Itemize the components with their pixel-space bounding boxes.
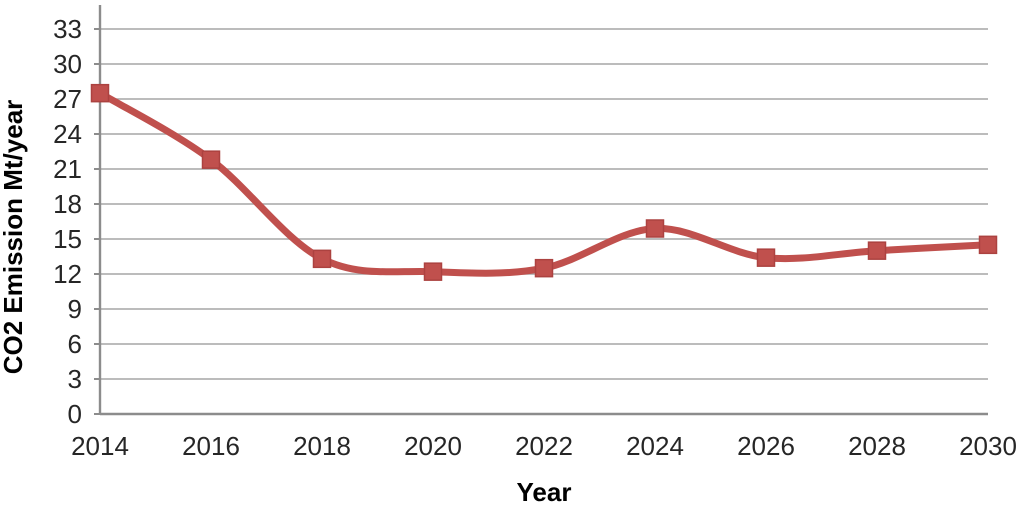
y-tick-label: 3 <box>68 364 82 394</box>
gridlines-group <box>100 28 988 380</box>
y-tick-label: 18 <box>53 189 82 219</box>
data-point-marker <box>645 219 665 238</box>
data-point-marker <box>312 249 332 269</box>
x-tick-label: 2028 <box>848 431 906 461</box>
series-group <box>90 83 998 281</box>
x-tick-label: 2022 <box>515 431 573 461</box>
y-tick-label: 33 <box>53 14 82 44</box>
data-point-marker <box>423 262 443 281</box>
y-tick-label: 15 <box>53 224 82 254</box>
data-point-marker <box>867 241 887 260</box>
data-point-marker <box>201 150 221 169</box>
y-tick-label: 6 <box>68 329 82 359</box>
x-tick-label: 2024 <box>626 431 684 461</box>
data-point-marker <box>978 235 998 255</box>
y-tick-label: 24 <box>53 119 82 149</box>
x-tick-label: 2016 <box>182 431 240 461</box>
y-tick-label: 0 <box>68 399 82 429</box>
data-point-marker <box>534 258 554 278</box>
x-tick-labels-group: 2014 2016 2018 2020 2022 2024 2026 2028 2030 <box>71 431 1017 461</box>
x-tick-label: 2030 <box>959 431 1017 461</box>
y-tick-label: 30 <box>53 49 82 79</box>
series-line <box>96 89 992 277</box>
y-axis-title: CO2 Emission Mt/year <box>0 100 28 375</box>
x-tick-label: 2020 <box>404 431 462 461</box>
x-axis-title: Year <box>517 477 572 507</box>
y-tick-labels-group: 0 3 6 9 12 15 18 21 24 27 30 33 <box>53 14 82 429</box>
data-point-marker <box>756 248 776 267</box>
y-tick-label: 12 <box>53 259 82 289</box>
y-tick-label: 27 <box>53 84 82 114</box>
y-tick-label: 9 <box>68 294 82 324</box>
x-tick-label: 2026 <box>737 431 795 461</box>
x-tick-label: 2014 <box>71 431 129 461</box>
axes-group <box>94 5 988 416</box>
y-tick-label: 21 <box>53 154 82 184</box>
data-point-marker <box>90 83 110 103</box>
x-tick-label: 2018 <box>293 431 351 461</box>
